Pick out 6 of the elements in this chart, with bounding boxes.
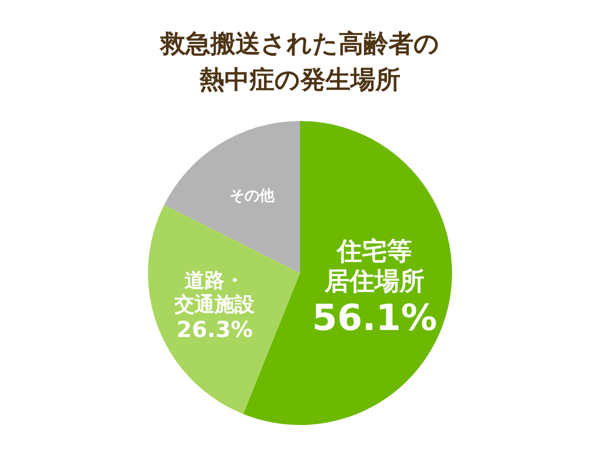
slice-label: 道路・交通施設	[174, 268, 256, 316]
slice-label: その他	[230, 186, 276, 205]
data-label: 26.3%	[176, 318, 253, 343]
slice-label: 住宅等居住場所	[324, 236, 425, 296]
data-label: 56.1%	[312, 298, 438, 340]
chart-title: 救急搬送された高齢者の熱中症の発生場所	[158, 29, 440, 94]
